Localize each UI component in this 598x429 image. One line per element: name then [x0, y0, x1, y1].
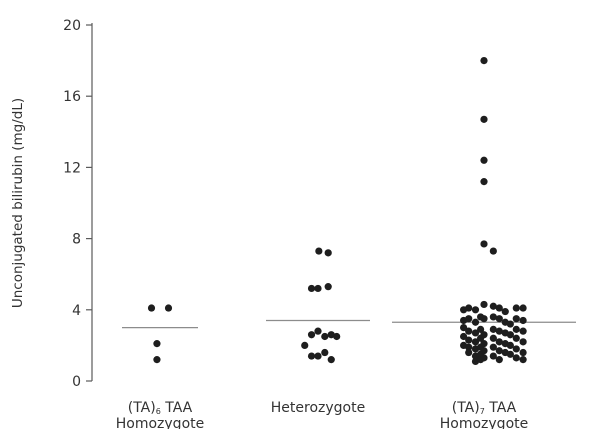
data-point	[495, 327, 503, 335]
data-point	[465, 343, 473, 351]
data-point	[327, 331, 335, 339]
data-point	[489, 334, 497, 342]
data-point	[495, 304, 503, 312]
data-point	[307, 284, 316, 293]
y-tick-label: 0	[72, 374, 81, 390]
data-point	[460, 324, 468, 332]
data-point	[512, 315, 520, 323]
data-point	[512, 325, 520, 333]
data-point	[519, 304, 527, 312]
data-point	[324, 249, 332, 257]
data-point	[480, 300, 488, 309]
data-point	[465, 336, 473, 344]
data-point	[471, 306, 480, 314]
data-point	[519, 327, 527, 335]
data-point	[480, 240, 488, 248]
data-point	[495, 315, 503, 323]
data-point	[480, 178, 488, 186]
data-point	[314, 327, 322, 335]
data-point	[506, 350, 514, 358]
data-point	[512, 354, 520, 362]
y-tick-label: 16	[63, 89, 81, 105]
data-point	[519, 348, 527, 357]
data-point	[480, 347, 488, 355]
data-point	[495, 356, 503, 364]
data-point	[489, 352, 497, 360]
data-point	[506, 341, 514, 349]
y-ticks: 0 4 8 12 16 20	[63, 18, 92, 390]
data-point	[465, 348, 473, 357]
data-point	[512, 304, 520, 312]
data-point	[480, 57, 488, 65]
data-point	[512, 345, 520, 353]
data-point	[495, 338, 503, 346]
data-point	[480, 340, 488, 348]
data-point	[333, 332, 341, 341]
data-point	[519, 356, 527, 364]
data-point	[164, 304, 173, 312]
data-point	[460, 332, 468, 341]
data-point	[321, 348, 329, 357]
data-point	[315, 247, 323, 255]
data-point	[465, 327, 473, 335]
data-point	[477, 325, 485, 333]
data-point	[489, 302, 497, 310]
data-point	[307, 352, 316, 360]
data-point	[465, 315, 473, 323]
data-point	[489, 343, 497, 351]
data-point	[512, 334, 520, 342]
data-point	[506, 320, 514, 328]
category-label-line2: Homozygote	[116, 416, 204, 429]
data-point	[480, 331, 488, 339]
category-label: (TA)6 TAA	[128, 400, 193, 416]
data-point	[489, 313, 497, 321]
y-tick-label: 20	[63, 18, 81, 34]
data-point	[480, 156, 488, 164]
data-point	[314, 352, 322, 360]
data-point	[321, 332, 329, 341]
data-point	[480, 354, 488, 362]
data-point	[501, 307, 509, 316]
category-label-line2: Homozygote	[440, 416, 528, 429]
category-label: (TA)7 TAA	[452, 400, 517, 416]
y-tick-label: 12	[63, 160, 81, 176]
data-points	[147, 57, 527, 366]
y-tick-label: 4	[72, 303, 81, 319]
data-point	[465, 304, 473, 312]
data-point	[301, 341, 309, 349]
data-point	[471, 338, 480, 346]
category-label: Heterozygote	[271, 400, 365, 416]
data-point	[519, 338, 527, 346]
data-point	[471, 318, 480, 326]
data-point	[153, 356, 161, 364]
data-point	[471, 329, 480, 337]
y-axis-label: Unconjugated bilirubin (mg/dL)	[10, 98, 26, 308]
data-point	[153, 340, 161, 348]
data-point	[480, 115, 488, 123]
data-point	[314, 284, 322, 293]
data-point	[480, 315, 488, 323]
data-point	[489, 325, 497, 333]
data-point	[519, 316, 527, 325]
y-tick-label: 8	[72, 232, 81, 248]
data-point	[147, 304, 156, 312]
data-point	[324, 283, 332, 291]
data-point	[506, 331, 514, 339]
data-point	[327, 356, 335, 364]
data-point	[489, 247, 497, 255]
data-point	[307, 331, 316, 339]
data-point	[495, 347, 503, 355]
